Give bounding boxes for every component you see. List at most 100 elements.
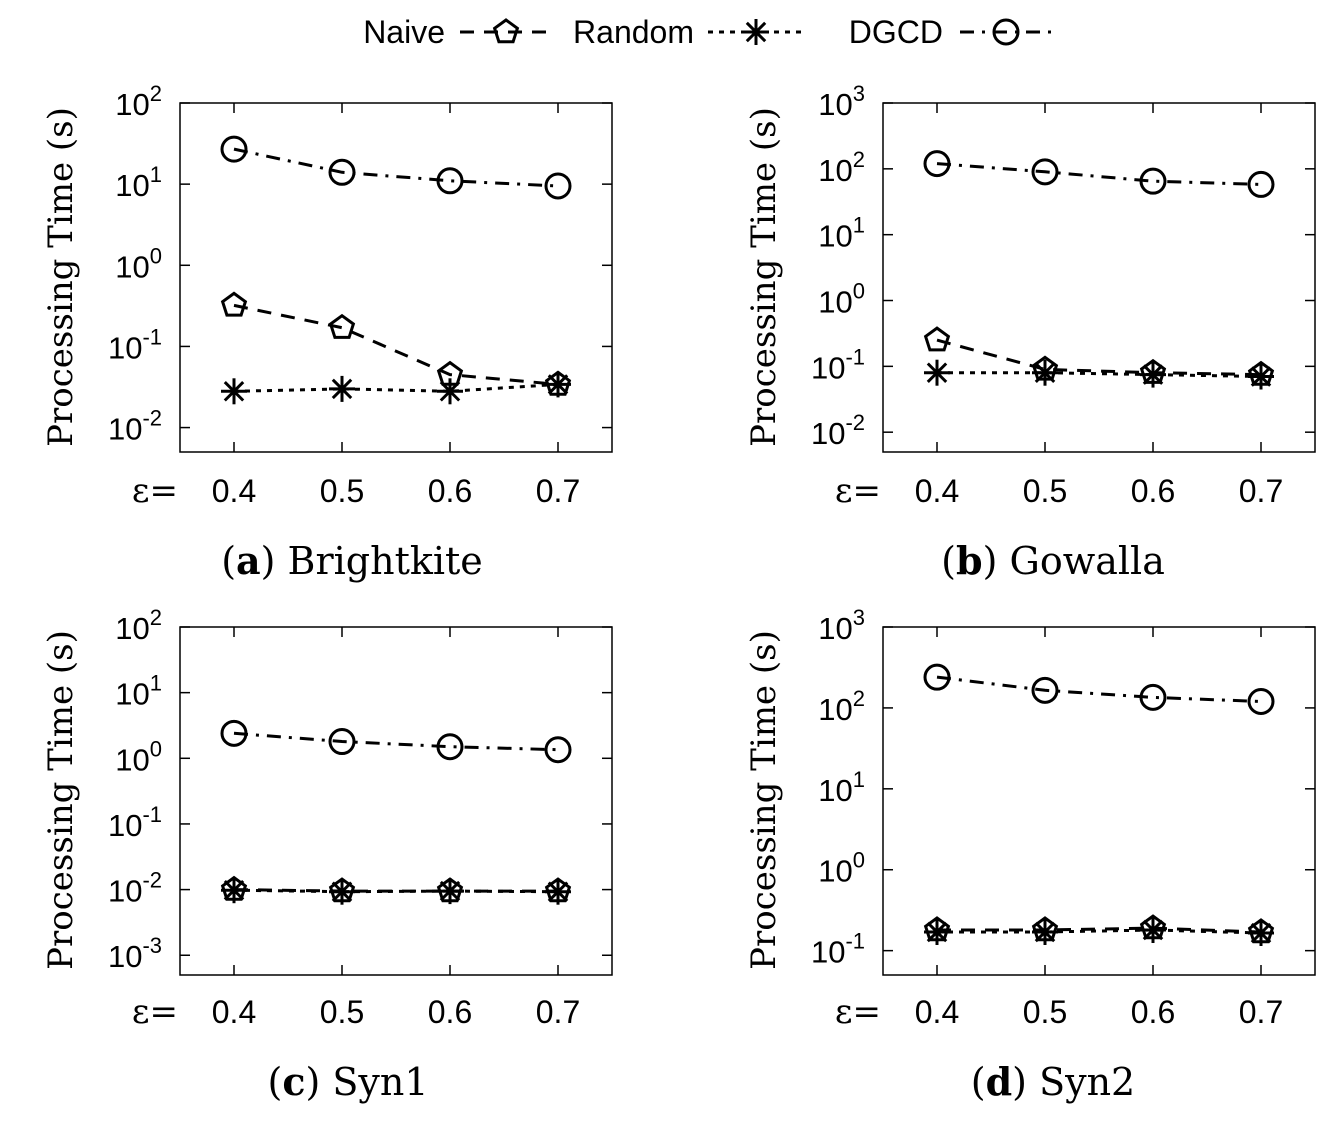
y-tick-exponent: 2 <box>150 605 162 630</box>
subcaption: (b) Gowalla <box>941 538 1165 583</box>
subcaption-name: ) Syn1 <box>305 1060 428 1104</box>
legend-marker-random-glyph-stroke-3 <box>745 21 767 43</box>
plot-frame <box>179 626 613 976</box>
y-tick-label: 100 <box>115 736 162 777</box>
y-tick-exponent: 3 <box>853 81 865 106</box>
data-point-random-stroke-3 <box>547 374 569 395</box>
y-tick-base: 10 <box>108 808 142 843</box>
x-tick-label: 0.7 <box>536 473 580 509</box>
y-tick-exponent: -1 <box>845 929 865 954</box>
series-dgcd <box>220 719 572 764</box>
data-point-dgcd-shape <box>220 719 248 747</box>
data-point-dgcd-shape <box>923 150 951 178</box>
data-point-random <box>329 375 355 402</box>
data-point-dgcd-shape <box>1031 676 1059 704</box>
x-tick-label: 0.7 <box>536 994 580 1030</box>
y-tick-label: 10-2 <box>811 410 865 451</box>
data-point-random-stroke-3 <box>223 381 245 402</box>
y-tick-base: 10 <box>818 285 852 320</box>
legend-marker-dgcd-glyph-shape <box>992 18 1020 46</box>
y-tick-label: 10-1 <box>811 344 865 385</box>
data-point-naive-shape <box>220 291 248 317</box>
data-point-naive <box>220 291 248 317</box>
y-tick-base: 10 <box>115 168 149 203</box>
data-point-dgcd <box>220 135 248 163</box>
y-tick-label: 10-2 <box>108 868 162 909</box>
y-tick-label: 10-2 <box>108 406 162 447</box>
data-point-random <box>924 919 950 945</box>
legend-label-naive: Naive <box>363 14 445 50</box>
data-point-dgcd <box>1247 688 1275 716</box>
y-tick-label: 103 <box>818 81 865 122</box>
y-tick-label: 103 <box>818 605 865 646</box>
data-point-random <box>545 371 571 398</box>
data-point-random <box>545 878 571 905</box>
data-point-random <box>329 878 355 905</box>
data-point-dgcd-shape <box>923 663 951 691</box>
data-point-random-stroke-3 <box>1142 919 1164 941</box>
y-tick-exponent: 0 <box>150 736 162 761</box>
y-tick-exponent: 3 <box>853 605 865 630</box>
series-line-naive <box>936 338 1262 377</box>
subcaption-letter: c <box>282 1059 305 1104</box>
data-point-dgcd-shape <box>1247 170 1275 198</box>
x-tick-label: 0.6 <box>428 473 472 509</box>
data-point-random-stroke-3 <box>439 381 461 402</box>
data-point-random <box>1032 359 1058 386</box>
subcaption-letter: b <box>956 538 983 583</box>
data-point-dgcd-shape <box>1247 688 1275 716</box>
subcaption-name: ) Brightkite <box>261 539 483 583</box>
data-point-dgcd <box>544 736 572 764</box>
data-point-random <box>221 378 247 405</box>
y-tick-base: 10 <box>818 153 852 188</box>
series-naive <box>923 914 1275 944</box>
legend-marker-random <box>743 19 769 45</box>
data-point-random <box>1248 920 1274 946</box>
x-tick-label: 0.5 <box>320 994 364 1030</box>
data-point-dgcd <box>436 733 464 761</box>
data-point-random-stroke-3 <box>926 362 948 383</box>
y-tick-exponent: 2 <box>853 147 865 172</box>
x-tick-label: 0.6 <box>1131 994 1175 1030</box>
y-tick-exponent: 2 <box>150 81 162 106</box>
data-point-dgcd-shape <box>436 733 464 761</box>
series-line-dgcd <box>233 147 559 188</box>
x-tick-label: 0.7 <box>1239 473 1283 509</box>
data-point-random <box>1032 919 1058 945</box>
data-point-dgcd <box>923 150 951 178</box>
data-point-random-stroke-3 <box>1250 366 1272 387</box>
y-axis-label: Processing Time (s) <box>41 107 81 447</box>
data-point-random-stroke-3 <box>926 921 948 943</box>
data-point-dgcd <box>923 663 951 691</box>
data-point-random-stroke-3 <box>331 378 353 400</box>
plot-frame <box>882 626 1316 976</box>
series-line-dgcd <box>936 162 1262 186</box>
data-point-dgcd <box>544 172 572 200</box>
data-point-random-stroke-3 <box>1034 921 1056 943</box>
subcaption-open-paren: ( <box>267 1060 282 1104</box>
x-tick-label: 0.4 <box>915 994 959 1030</box>
data-point-dgcd <box>328 158 356 186</box>
legend-marker-random-glyph <box>743 19 769 45</box>
data-point-dgcd-shape <box>544 736 572 764</box>
x-tick-label: 0.4 <box>915 473 959 509</box>
series-line-random <box>233 888 559 894</box>
x-tick-label: 0.6 <box>428 994 472 1030</box>
data-point-random-stroke-3 <box>331 881 353 902</box>
y-tick-base: 10 <box>108 330 142 365</box>
series-random <box>221 371 571 405</box>
y-tick-label: 10-3 <box>108 933 162 974</box>
y-tick-base: 10 <box>108 939 142 974</box>
y-tick-exponent: 1 <box>150 162 162 187</box>
y-tick-exponent: 0 <box>853 848 865 873</box>
subcaption: (d) Syn2 <box>971 1059 1135 1104</box>
y-tick-exponent: -1 <box>845 344 865 369</box>
data-point-dgcd <box>1139 683 1167 711</box>
y-tick-exponent: 0 <box>853 279 865 304</box>
data-point-naive <box>923 326 951 352</box>
y-tick-base: 10 <box>115 87 149 122</box>
y-tick-label: 10-1 <box>811 929 865 970</box>
x-tick-label: 0.5 <box>1023 994 1067 1030</box>
